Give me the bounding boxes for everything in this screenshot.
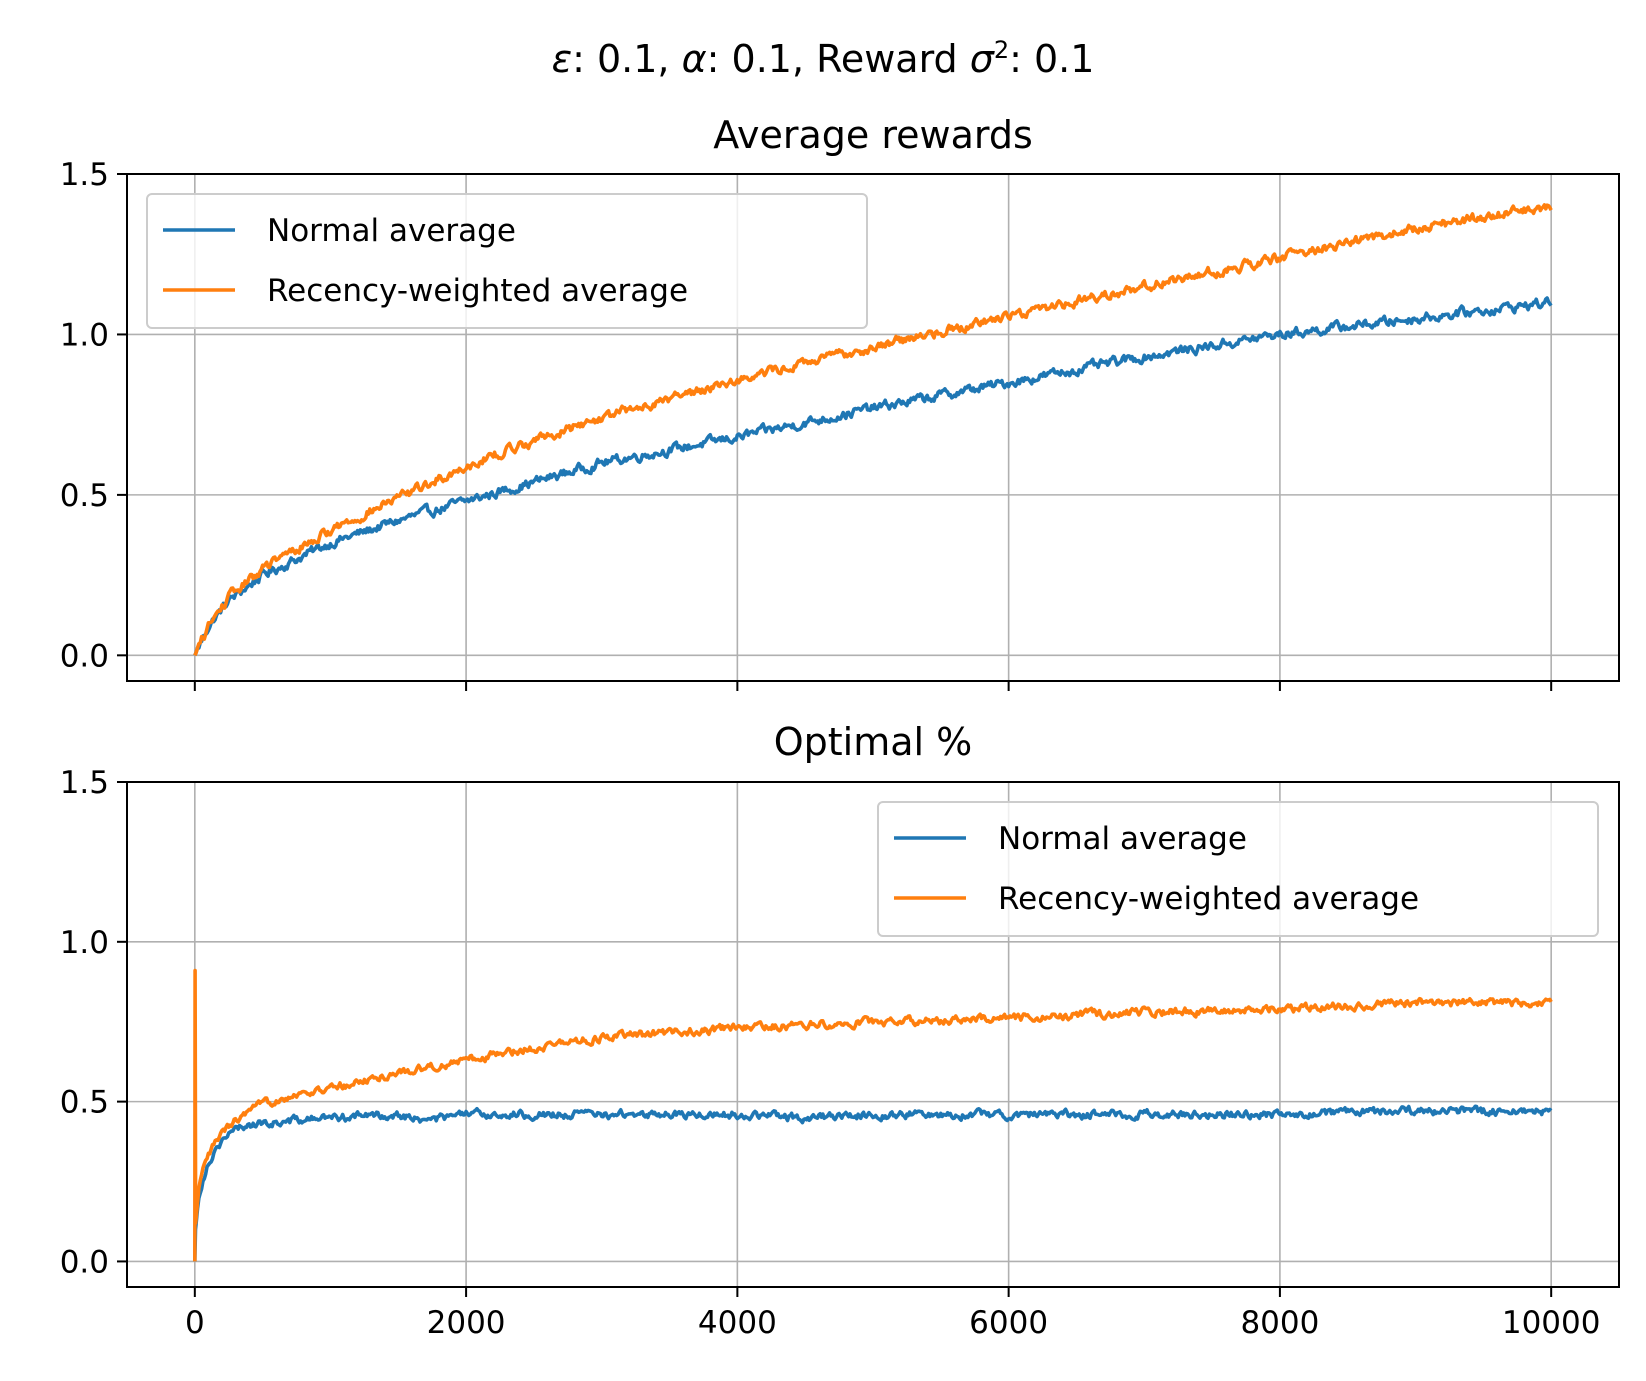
y-tick-label: 0.0 — [60, 1244, 109, 1280]
x-tick-label: 0 — [185, 1305, 205, 1341]
average-rewards-title: Average rewards — [713, 113, 1033, 157]
legend-frame — [877, 801, 1599, 937]
suptitle-epsilon-symbol: ε — [552, 37, 573, 81]
suptitle-alpha-symbol: α — [682, 37, 707, 81]
y-tick-label: 1.0 — [60, 317, 109, 353]
x-tick-label: 6000 — [969, 1305, 1048, 1341]
legend-label: Recency-weighted average — [267, 273, 688, 309]
y-tick-label: 1.5 — [60, 157, 109, 193]
y-tick-label: 1.0 — [60, 925, 109, 961]
suptitle-alpha-value: : 0.1, Reward — [707, 37, 970, 81]
legend: Normal average Recency-weighted average — [877, 801, 1599, 937]
x-tick-label: 8000 — [1240, 1305, 1319, 1341]
suptitle-epsilon-value: : 0.1, — [572, 37, 681, 81]
y-tick-label: 0.0 — [60, 638, 109, 674]
suptitle-sigma-symbol: σ — [970, 37, 996, 81]
legend-label: Normal average — [267, 213, 516, 249]
series-line-normal-average — [193, 296, 1553, 657]
figure-suptitle: ε: 0.1, α: 0.1, Reward σ2: 0.1 — [552, 36, 1095, 81]
optimal-percent-title: Optimal % — [774, 720, 973, 764]
series-line-normal-average — [193, 1104, 1553, 1262]
y-tick-label: 1.5 — [60, 765, 109, 801]
series-line-recency-weighted-average — [193, 203, 1553, 657]
y-tick-label: 0.5 — [60, 1085, 109, 1121]
x-tick-label: 2000 — [427, 1305, 506, 1341]
legend-label: Recency-weighted average — [998, 881, 1419, 917]
x-tick-label: 10000 — [1502, 1305, 1601, 1341]
series-line-recency-weighted-average — [193, 968, 1553, 1262]
suptitle-sigma-exponent: 2 — [994, 36, 1009, 64]
legend-frame — [146, 193, 868, 329]
suptitle-sigma-value: : 0.1 — [1009, 37, 1094, 81]
legend-label: Normal average — [998, 821, 1247, 857]
legend: Normal average Recency-weighted average — [146, 193, 868, 329]
axes-frame — [126, 173, 1620, 682]
x-tick-label: 4000 — [698, 1305, 777, 1341]
y-tick-label: 0.5 — [60, 478, 109, 514]
average-rewards-subplot: Average rewards 0.0 0.5 1.0 1.5 Normal avera… — [60, 113, 1620, 691]
optimal-percent-subplot: Optimal % 0 2000 4000 6000 8000 10000 0.0 0.5 1.… — [60, 720, 1620, 1341]
axes-frame — [126, 781, 1620, 1288]
